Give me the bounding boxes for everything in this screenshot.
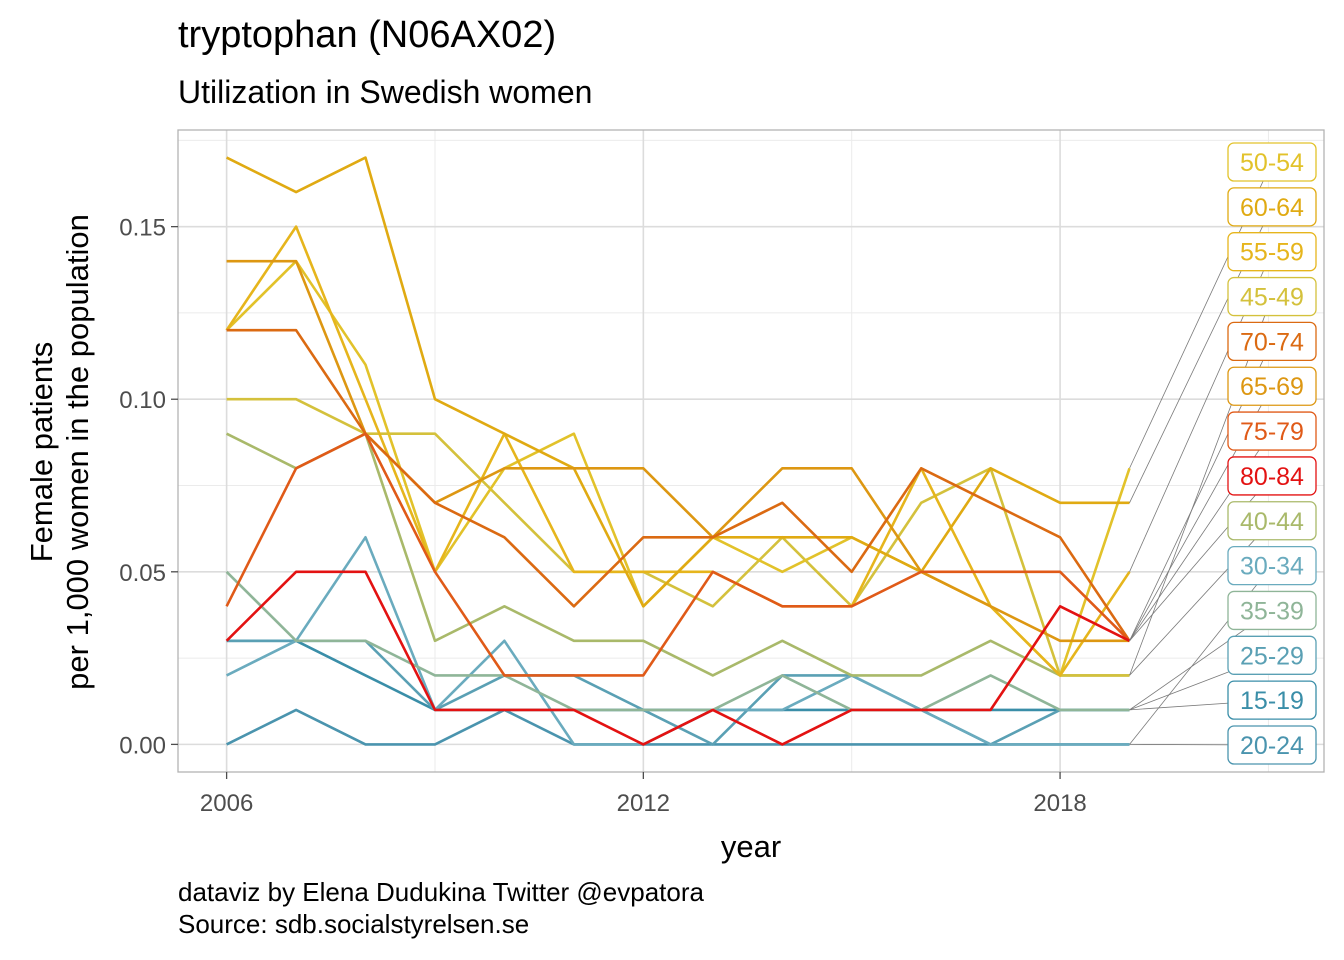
y-tick-label: 0.10 (119, 387, 166, 414)
chart-title: tryptophan (N06AX02) (178, 14, 557, 56)
series-line-40-44 (226, 432, 1130, 677)
series-label: 30-34 (1240, 553, 1304, 581)
series-label: 70-74 (1240, 328, 1304, 356)
caption-credit: dataviz by Elena Dudukina Twitter @evpat… (178, 877, 704, 907)
series-line-75-79 (225, 432, 1131, 677)
series-label: 25-29 (1240, 642, 1304, 670)
plot-panel-border (177, 129, 1325, 773)
series-label-box (1227, 501, 1317, 541)
series-label-box (1227, 276, 1317, 317)
series-label-box (1227, 456, 1317, 496)
chart-subtitle: Utilization in Swedish women (178, 74, 593, 110)
series-label-box (1227, 321, 1317, 362)
series-label: 60-64 (1240, 194, 1304, 222)
series-label-box (1227, 725, 1317, 765)
series-label: 15-19 (1240, 687, 1304, 715)
series-label-box (1227, 366, 1317, 406)
series-label: 20-24 (1240, 732, 1304, 760)
series-labels: 50-54 60-64 55-59 45-49 70-74 65-69 75-79 80-84… (1227, 142, 1317, 765)
y-tick-label: 0.05 (119, 560, 166, 587)
series-label: 35-39 (1240, 597, 1304, 625)
series-line-45-49 (226, 397, 1130, 677)
series-line-70-74 (226, 328, 1131, 642)
series-label-box (1227, 635, 1317, 675)
x-axis-title: year (721, 829, 781, 864)
y-tick-label: 0.00 (119, 732, 166, 759)
series-line-60-64 (226, 156, 1130, 608)
x-tick-label: 2006 (200, 790, 253, 817)
series-label-box (1227, 680, 1317, 720)
y-axis: 0.00 0.05 0.10 0.15 (119, 215, 178, 759)
series-line-20-24 (226, 708, 1130, 746)
series-label: 40-44 (1240, 508, 1304, 536)
series-label-box (1227, 545, 1317, 586)
series-label-box (1227, 142, 1317, 182)
y-tick-label: 0.15 (119, 215, 166, 242)
series-label: 55-59 (1240, 239, 1304, 267)
caption-source: Source: sdb.socialstyrelsen.se (178, 909, 530, 939)
series-label: 75-79 (1240, 418, 1304, 446)
y-axis-title-line-1: Female patients (24, 342, 59, 563)
series-label: 45-49 (1240, 284, 1304, 312)
series-line-80-84 (225, 570, 1131, 746)
y-axis-title: Female patients per 1,000 women in the p… (24, 214, 95, 690)
series-line-35-39 (225, 570, 1130, 712)
series-label-box (1227, 232, 1317, 272)
chart-caption: dataviz by Elena Dudukina Twitter @evpat… (178, 876, 704, 940)
x-tick-label: 2018 (1033, 790, 1086, 817)
series-label-box (1227, 411, 1317, 451)
series-label: 50-54 (1240, 149, 1304, 177)
x-axis: 2006 2012 2018 (200, 772, 1087, 817)
series-lines (225, 156, 1131, 746)
series-label: 65-69 (1240, 373, 1304, 401)
series-label-box (1227, 187, 1317, 227)
series-label-box (1227, 590, 1317, 631)
series-label: 80-84 (1240, 463, 1304, 491)
x-tick-label: 2012 (617, 790, 670, 817)
y-axis-title-line-2: per 1,000 women in the population (60, 214, 95, 690)
